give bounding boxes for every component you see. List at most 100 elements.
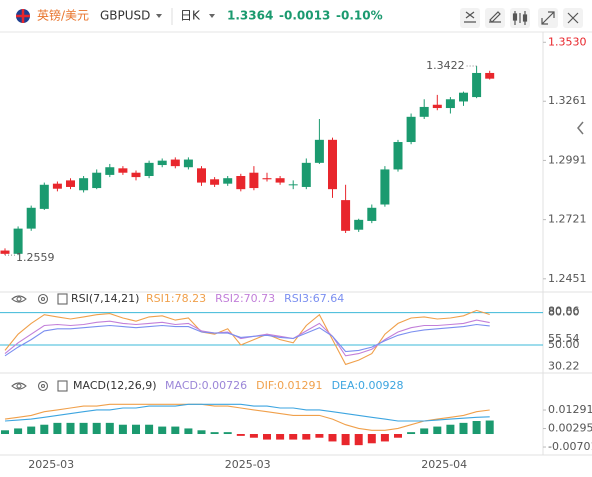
legend-entry: DEA:0.00928 <box>332 379 404 392</box>
candle-body <box>314 139 324 163</box>
indicator-button[interactable] <box>460 8 480 28</box>
y-tick-label: 0.00295 <box>548 422 592 435</box>
macd-bar <box>53 422 62 435</box>
gear-icon[interactable] <box>37 380 49 392</box>
candle-body <box>79 178 89 191</box>
candle-body <box>26 207 36 229</box>
macd-bar <box>459 422 468 435</box>
macd-bar <box>433 426 442 435</box>
candle-body <box>236 176 246 190</box>
candle-body <box>262 178 272 180</box>
y-tick-label: 1.2991 <box>548 153 587 166</box>
y-tick-label: 1.3530 <box>548 35 587 48</box>
toolbar <box>460 8 583 28</box>
candle-body <box>445 99 455 109</box>
axis-tag: 80.86 <box>548 305 580 318</box>
eye-icon[interactable] <box>11 295 27 303</box>
y-tick-label: 1.2451 <box>548 272 587 285</box>
candle-body <box>118 168 128 173</box>
collapse-arrow[interactable] <box>577 121 584 135</box>
candle-body <box>459 92 468 102</box>
macd-bar <box>420 428 429 435</box>
macd-bar <box>485 420 494 435</box>
candle-body <box>472 72 482 98</box>
macd-bar <box>223 432 232 435</box>
macd-bar <box>236 434 245 436</box>
macd-bar <box>302 434 311 440</box>
indicator-line <box>4 309 490 366</box>
change: -0.0013 <box>279 9 330 23</box>
macd-bar <box>380 434 389 442</box>
candle-body <box>92 172 102 189</box>
x-tick-label: 2025-03 <box>28 458 74 471</box>
settings-icon[interactable] <box>57 380 68 392</box>
macd-bar <box>263 434 271 440</box>
macd-title: MACD(12,26,9) <box>73 379 157 392</box>
candle-body <box>432 104 442 109</box>
candle-body <box>52 183 62 189</box>
candle-body <box>406 116 416 143</box>
macd-bar <box>446 424 455 435</box>
indicator-line <box>4 403 490 422</box>
candle-body <box>144 162 154 176</box>
legend-entry: DIF:0.01291 <box>256 379 322 392</box>
eye-icon[interactable] <box>11 382 27 390</box>
candle-body <box>223 178 233 184</box>
macd-bar <box>171 426 180 435</box>
candle-body <box>183 159 193 168</box>
legend-entry: RSI2:70.73 <box>215 292 275 305</box>
dropdown-arrow[interactable] <box>156 14 162 18</box>
legend-entry: MACD:0.00726 <box>165 379 247 392</box>
y-tick-label: 1.2721 <box>548 213 587 226</box>
candle-body <box>105 167 115 175</box>
change-pct: -0.10% <box>336 9 383 23</box>
macd-bar <box>92 422 101 435</box>
candle-body <box>275 178 285 183</box>
macd-bar <box>341 434 350 446</box>
legend-entry: RSI3:67.64 <box>284 292 344 305</box>
y-tick-label: -0.00701 <box>548 440 592 453</box>
candle-body <box>0 250 10 254</box>
macd-bar <box>79 422 88 435</box>
candle-body <box>210 179 220 185</box>
candle-body <box>288 184 298 186</box>
macd-bar <box>27 426 36 435</box>
macd-bar <box>40 424 49 435</box>
low-label: 1.2559 <box>16 251 55 264</box>
macd-bar <box>132 424 140 435</box>
macd-bar <box>14 428 23 435</box>
dropdown-arrow[interactable] <box>209 14 215 18</box>
macd-bar <box>354 434 363 446</box>
y-tick-label: 50.00 <box>548 338 580 351</box>
macd-bar <box>249 434 258 438</box>
candle-body <box>328 139 337 190</box>
macd-bar <box>210 432 219 435</box>
candle-body <box>13 228 23 254</box>
pane-icons <box>11 293 68 392</box>
period[interactable]: 日K <box>180 9 201 23</box>
symbol[interactable]: GBPUSD <box>100 9 150 23</box>
close-button[interactable] <box>563 8 583 28</box>
macd-bar <box>276 434 285 440</box>
candle-body <box>393 142 403 170</box>
candle-button[interactable] <box>510 8 530 28</box>
axis-tag: 55.54 <box>548 332 580 345</box>
draw-button[interactable] <box>485 8 505 28</box>
candle-body <box>367 207 377 221</box>
macd-bar <box>66 422 75 435</box>
gear-icon[interactable] <box>37 293 49 305</box>
price: 1.3364 <box>227 9 273 23</box>
macd-bar <box>328 434 337 442</box>
legend-entry: RSI1:78.23 <box>146 292 206 305</box>
flag-icon <box>16 9 30 23</box>
candle-body <box>131 172 141 178</box>
candle-body <box>197 168 206 183</box>
macd-bar <box>407 432 416 435</box>
axis-tag: 30.22 <box>548 359 580 372</box>
settings-icon[interactable] <box>57 293 68 305</box>
candle-body <box>249 172 259 189</box>
pair-name: 英镑/美元 <box>37 8 89 23</box>
expand-button[interactable] <box>538 8 558 28</box>
